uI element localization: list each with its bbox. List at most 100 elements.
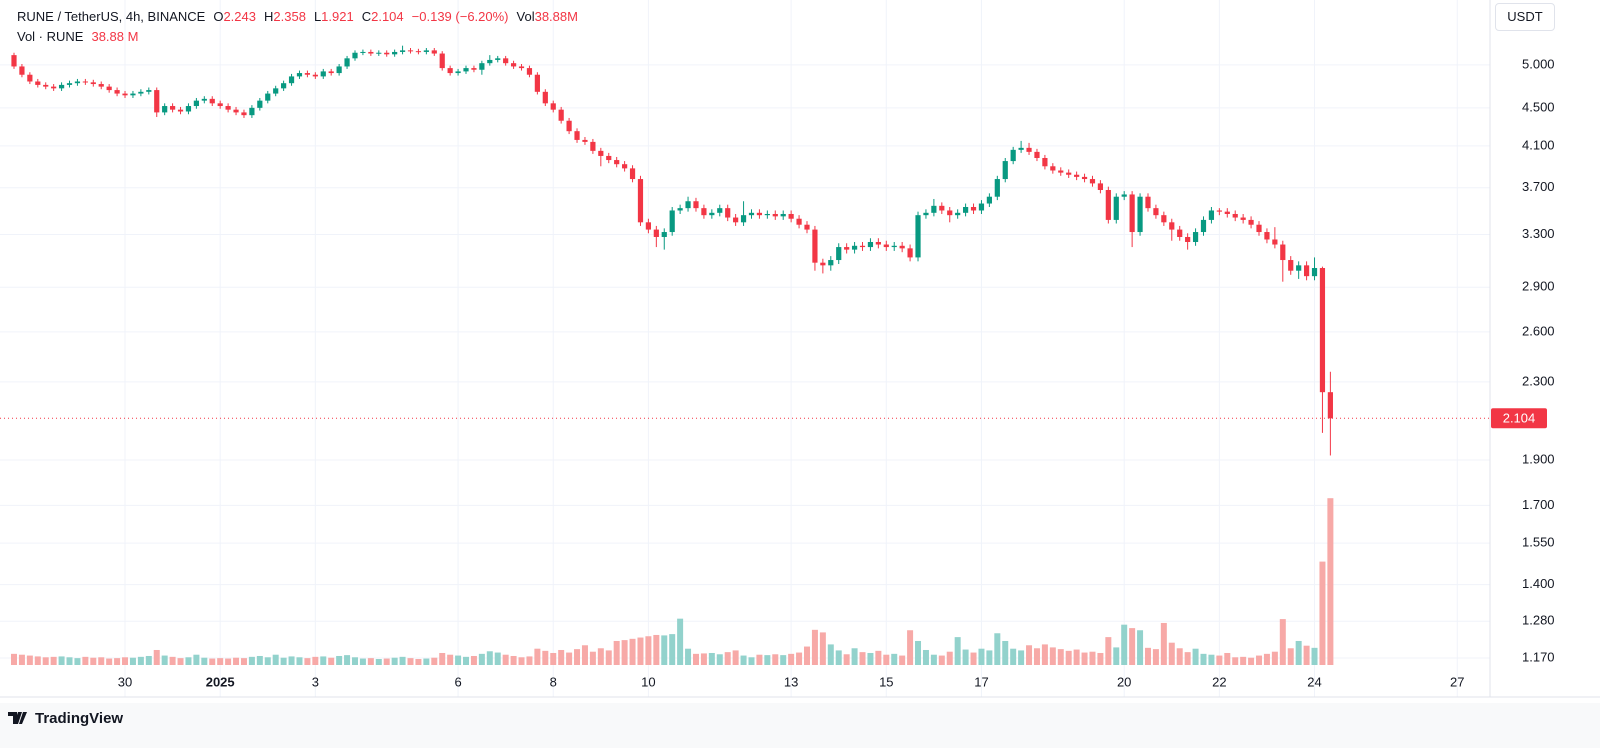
volume-bar	[875, 650, 882, 665]
candle-body	[947, 210, 953, 216]
candle-body	[304, 73, 311, 75]
volume-bar	[304, 658, 311, 665]
candle-body	[1010, 149, 1016, 162]
volume-bar	[732, 650, 739, 665]
volume-bar	[185, 657, 192, 665]
volume-bar	[106, 658, 113, 665]
candle-body	[1280, 244, 1286, 261]
volume-bar	[161, 655, 168, 665]
volume-bar	[153, 649, 160, 665]
candle-body	[772, 213, 778, 217]
candle-body	[447, 68, 453, 74]
candle-body	[1129, 194, 1135, 233]
volume-bar	[1144, 647, 1151, 665]
candle-body	[1216, 210, 1222, 212]
candle-body	[273, 88, 279, 94]
volume-bar	[328, 657, 335, 665]
last-price-label: 2.104	[1503, 411, 1536, 426]
x-tick-label: 6	[454, 674, 461, 689]
volume-bar	[137, 656, 144, 665]
candle-body	[265, 93, 271, 101]
candle-body	[606, 155, 612, 161]
candle-body	[225, 106, 231, 110]
candle-body	[217, 103, 223, 107]
candle-body	[1303, 265, 1310, 277]
volume-bar	[1168, 642, 1175, 665]
vol-value: 38.88M	[534, 9, 578, 24]
candle-body	[859, 245, 866, 248]
volume-bar	[788, 653, 795, 665]
volume-bar	[11, 653, 17, 665]
grid	[0, 0, 1490, 697]
candle-body	[1288, 260, 1294, 271]
volume-bar	[867, 652, 874, 665]
currency-button[interactable]: USDT	[1495, 3, 1555, 31]
volume-bar	[114, 658, 121, 665]
volume-bar	[201, 657, 208, 665]
volume-bar	[597, 648, 604, 665]
candle-body	[399, 50, 406, 52]
volume-bar	[526, 656, 533, 665]
candle-body	[677, 208, 683, 211]
volume-bar	[843, 654, 850, 665]
y-tick-label: 2.900	[1522, 279, 1555, 294]
volume-bar	[233, 657, 240, 665]
volume-bar	[510, 655, 517, 665]
candle-body	[598, 150, 604, 156]
candle-body	[177, 109, 184, 112]
candle-body	[27, 74, 33, 82]
volume-bar	[122, 657, 129, 665]
volume-bar	[447, 654, 454, 665]
volume-bar	[1137, 630, 1144, 665]
candle-body	[138, 91, 144, 94]
volume-bar	[1256, 655, 1263, 665]
candle-body	[836, 247, 842, 261]
candle-body	[891, 245, 897, 248]
volume-bar	[1002, 640, 1009, 665]
volume-bar	[1192, 648, 1199, 665]
volume-bar	[700, 653, 707, 665]
candle-body	[1058, 170, 1064, 173]
candle-body	[883, 244, 889, 248]
tradingview-logo	[8, 712, 27, 724]
candle-body	[780, 213, 786, 217]
volume-bar	[922, 649, 929, 665]
high-label: H	[264, 9, 274, 24]
candle-body	[51, 86, 57, 89]
volume-bar	[661, 635, 668, 665]
volume-bar	[415, 658, 422, 665]
candle-body	[74, 81, 81, 84]
volume-bar	[383, 658, 390, 665]
candle-body	[1272, 239, 1278, 245]
volume-bar	[351, 657, 358, 665]
candle-body	[1224, 211, 1230, 214]
candle-body	[392, 51, 398, 55]
candle-body	[669, 210, 675, 233]
candle-body	[1097, 183, 1104, 190]
volume-bar	[1327, 498, 1334, 665]
volume-bar	[1065, 650, 1072, 665]
volume-bar	[217, 658, 224, 665]
volume-bar	[558, 649, 565, 665]
volume-bar	[1010, 648, 1017, 665]
candle-body	[796, 218, 802, 225]
x-tick-label: 2025	[206, 674, 235, 689]
candle-body	[1074, 174, 1080, 177]
candle-body	[939, 205, 945, 211]
volume-bar	[605, 650, 612, 665]
candle-body	[288, 76, 295, 84]
candle-body	[986, 196, 992, 204]
volume-bar	[1184, 652, 1191, 665]
candle-body	[1248, 219, 1254, 225]
volume-bar	[344, 655, 351, 665]
candle-body	[162, 106, 168, 113]
candle-body	[740, 215, 747, 223]
candle-body	[978, 203, 985, 211]
volume-bar	[708, 652, 715, 665]
vol-label: Vol	[516, 9, 535, 24]
y-tick-label: 3.300	[1522, 226, 1555, 241]
candle-body	[415, 51, 422, 53]
volume-bar	[899, 655, 906, 665]
volume-bar	[478, 653, 485, 665]
y-tick-label: 4.100	[1522, 137, 1555, 152]
